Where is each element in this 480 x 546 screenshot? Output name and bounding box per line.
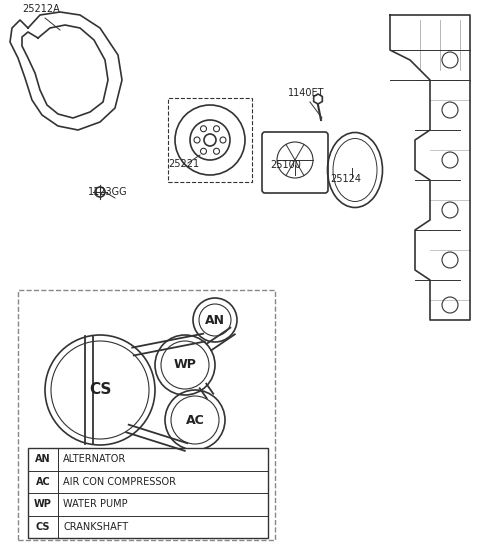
Text: 25221: 25221 — [168, 159, 199, 169]
Text: 25124: 25124 — [330, 174, 361, 184]
Text: 1123GG: 1123GG — [88, 187, 128, 197]
Bar — [28, 448, 268, 538]
Bar — [168, 98, 252, 182]
Text: WP: WP — [174, 359, 196, 371]
Text: 25100: 25100 — [270, 160, 301, 170]
Text: AN: AN — [35, 454, 51, 464]
Text: AC: AC — [36, 477, 50, 486]
Text: CRANKSHAFT: CRANKSHAFT — [63, 522, 128, 532]
Text: WP: WP — [34, 499, 52, 509]
Text: 25212A: 25212A — [22, 4, 60, 14]
Text: 1140ET: 1140ET — [288, 88, 324, 98]
Text: AC: AC — [186, 413, 204, 426]
Text: ALTERNATOR: ALTERNATOR — [63, 454, 126, 464]
Text: AIR CON COMPRESSOR: AIR CON COMPRESSOR — [63, 477, 176, 486]
Text: CS: CS — [89, 383, 111, 397]
Bar — [18, 290, 275, 540]
Circle shape — [204, 134, 216, 146]
Text: WATER PUMP: WATER PUMP — [63, 499, 128, 509]
Text: CS: CS — [36, 522, 50, 532]
Text: AN: AN — [205, 313, 225, 327]
